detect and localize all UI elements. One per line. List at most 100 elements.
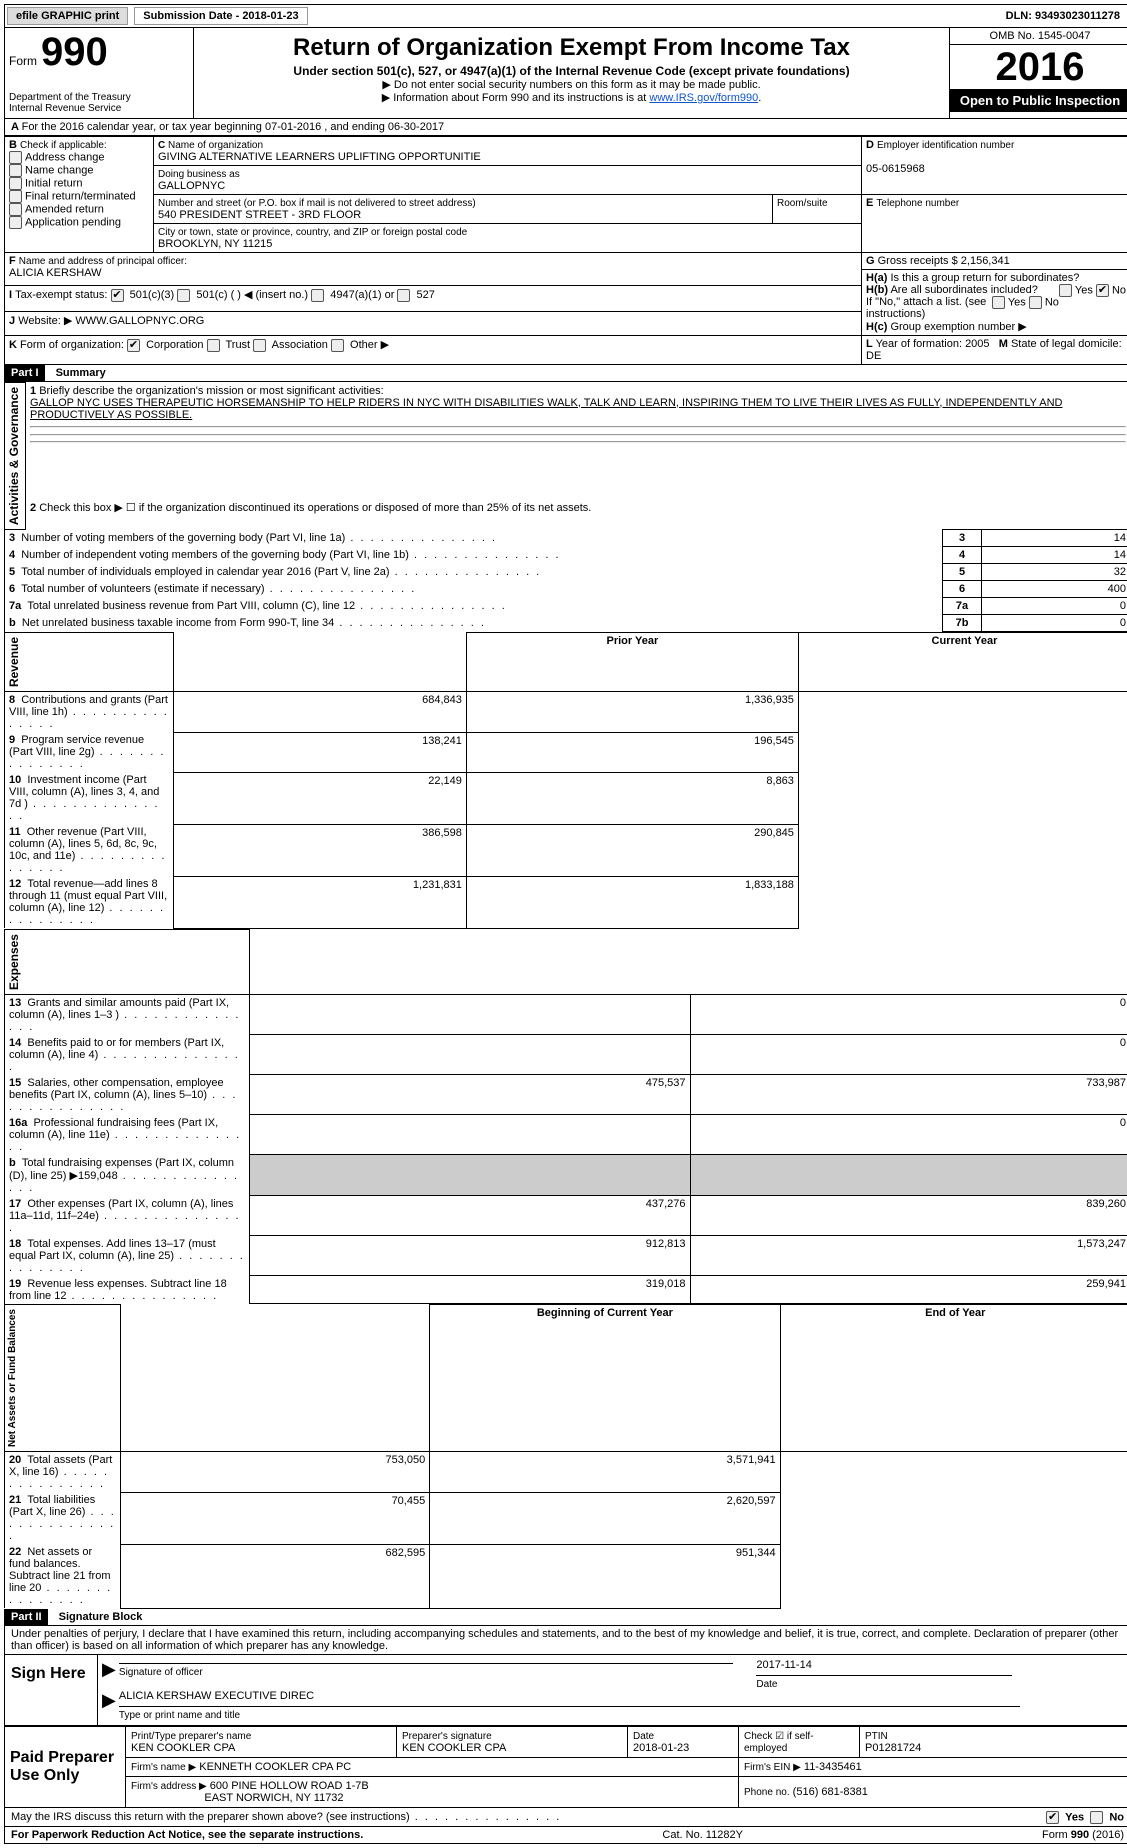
line-a: A For the 2016 calendar year, or tax yea… xyxy=(4,119,1127,136)
net-line-22: 22 Net assets or fund balances. Subtract… xyxy=(5,1544,1127,1608)
form-number: 990 xyxy=(41,32,108,72)
501c-checkbox[interactable] xyxy=(177,289,190,302)
discuss-yes-checkbox[interactable] xyxy=(1046,1811,1059,1824)
exp-line-13: 13 Grants and similar amounts paid (Part… xyxy=(5,994,1127,1035)
officer-name: ALICIA KERSHAW xyxy=(9,267,102,279)
omb-number: OMB No. 1545-0047 xyxy=(950,28,1127,45)
sig-date-label: Date xyxy=(756,1679,777,1690)
hb-note: If "No," attach a list. (see instruction… xyxy=(866,296,986,320)
irs-link[interactable]: www.IRS.gov/form990 xyxy=(649,92,758,104)
address-change-checkbox[interactable] xyxy=(9,151,22,164)
efile-print-button[interactable]: efile GRAPHIC print xyxy=(7,7,128,25)
gov-line-7a: 7a Total unrelated business revenue from… xyxy=(5,598,1127,615)
gov-line-5: 5 Total number of individuals employed i… xyxy=(5,564,1127,581)
tax-year-range: For the 2016 calendar year, or tax year … xyxy=(22,121,445,133)
city-label: City or town, state or province, country… xyxy=(158,227,467,238)
other-org-label: Other ▶ xyxy=(350,339,389,351)
form-org-label: Form of organization: xyxy=(20,339,124,351)
entity-info-table: B Check if applicable: Address change Na… xyxy=(4,136,1127,365)
officer-label: Name and address of principal officer: xyxy=(19,256,187,267)
corporation-label: Corporation xyxy=(146,339,203,351)
type-name-label: Type or print name and title xyxy=(119,1710,240,1721)
gov-line-3: 3 Number of voting members of the govern… xyxy=(5,530,1127,547)
501c3-label: 501(c)(3) xyxy=(130,289,175,301)
paid-preparer-label: Paid Preparer Use Only xyxy=(5,1726,126,1807)
hc-question: Group exemption number ▶ xyxy=(890,321,1026,333)
submission-date: Submission Date - 2018-01-23 xyxy=(134,7,307,25)
other-org-checkbox[interactable] xyxy=(331,339,344,352)
ptin-value: P01281724 xyxy=(865,1742,921,1754)
name-change-label: Name change xyxy=(25,164,94,176)
final-return-label: Final return/terminated xyxy=(25,190,136,202)
527-checkbox[interactable] xyxy=(397,289,410,302)
rev-line-11: 11 Other revenue (Part VIII, column (A),… xyxy=(5,824,1127,876)
part-i-label: Part I xyxy=(5,365,45,381)
firm-name: KENNETH COOKLER CPA PC xyxy=(199,1761,351,1773)
501c3-checkbox[interactable] xyxy=(111,289,124,302)
amended-return-checkbox[interactable] xyxy=(9,203,22,216)
association-checkbox[interactable] xyxy=(253,339,266,352)
discuss-yes-label: Yes xyxy=(1065,1811,1084,1823)
firm-ein: 11-3435461 xyxy=(804,1761,862,1773)
part-i-table: Activities & Governance 1 Briefly descri… xyxy=(4,382,1127,632)
application-pending-checkbox[interactable] xyxy=(9,216,22,229)
ha-no-checkbox[interactable] xyxy=(1096,284,1109,297)
net-line-21: 21 Total liabilities (Part X, line 26) 7… xyxy=(5,1492,1127,1544)
mission-label: Briefly describe the organization's miss… xyxy=(39,385,383,397)
boy-header: Beginning of Current Year xyxy=(430,1305,780,1452)
discuss-no-checkbox[interactable] xyxy=(1090,1811,1103,1824)
hb-no-checkbox[interactable] xyxy=(1029,296,1042,309)
domicile-value: DE xyxy=(866,350,881,362)
ptin-label: PTIN xyxy=(865,1731,888,1742)
ha-yes-checkbox[interactable] xyxy=(1059,284,1072,297)
rev-line-10: 10 Investment income (Part VIII, column … xyxy=(5,772,1127,824)
sign-here-label: Sign Here xyxy=(5,1655,98,1725)
form-title: Return of Organization Exempt From Incom… xyxy=(198,34,945,62)
irs-label: Internal Revenue Service xyxy=(9,103,189,114)
exp-line-16a: 16a Professional fundraising fees (Part … xyxy=(5,1115,1127,1155)
rev-line-9: 9 Program service revenue (Part VIII, li… xyxy=(5,732,1127,772)
formation-year: 2005 xyxy=(965,338,989,350)
tax-exempt-label: Tax-exempt status: xyxy=(15,289,107,301)
corporation-checkbox[interactable] xyxy=(127,339,140,352)
name-change-checkbox[interactable] xyxy=(9,164,22,177)
dept-treasury: Department of the Treasury xyxy=(9,92,189,103)
exp-line-15: 15 Salaries, other compensation, employe… xyxy=(5,1075,1127,1115)
firm-phone: (516) 681-8381 xyxy=(793,1786,868,1798)
form-subtitle: Under section 501(c), 527, or 4947(a)(1)… xyxy=(198,64,945,78)
gov-line-4: 4 Number of independent voting members o… xyxy=(5,547,1127,564)
domicile-label: State of legal domicile: xyxy=(1011,338,1122,350)
prior-year-header: Prior Year xyxy=(466,633,798,692)
arrow-icon: ▶ xyxy=(102,1659,116,1679)
eoy-header: End of Year xyxy=(780,1305,1127,1452)
4947-checkbox[interactable] xyxy=(311,289,324,302)
tax-year: 2016 xyxy=(950,45,1127,89)
signature-block: Sign Here ▶ Signature of officer 2017-11… xyxy=(4,1655,1127,1726)
firm-addr-label: Firm's address ▶ xyxy=(131,1781,207,1792)
mission-text: GALLOP NYC USES THERAPEUTIC HORSEMANSHIP… xyxy=(30,397,1062,421)
final-return-checkbox[interactable] xyxy=(9,190,22,203)
part-ii-header: Part II Signature Block xyxy=(4,1609,1127,1626)
part-i-name: Summary xyxy=(48,367,106,379)
trust-checkbox[interactable] xyxy=(207,339,220,352)
hb-yes-checkbox[interactable] xyxy=(992,296,1005,309)
pra-notice: For Paperwork Reduction Act Notice, see … xyxy=(11,1829,363,1841)
revenue-section-label: Revenue xyxy=(5,633,23,691)
sig-date-value: 2017-11-14 xyxy=(756,1659,811,1671)
prep-date-label: Date xyxy=(633,1731,654,1742)
initial-return-checkbox[interactable] xyxy=(9,177,22,190)
org-name: GIVING ALTERNATIVE LEARNERS UPLIFTING OP… xyxy=(158,151,481,163)
firm-ein-label: Firm's EIN ▶ xyxy=(744,1762,801,1773)
line-2-text: Check this box ▶ ☐ if the organization d… xyxy=(39,502,591,514)
expenses-table: Expenses 13 Grants and similar amounts p… xyxy=(4,929,1127,1305)
rev-line-8: 8 Contributions and grants (Part VIII, l… xyxy=(5,692,1127,733)
arrow-icon: ▶ xyxy=(102,1690,116,1710)
open-to-public: Open to Public Inspection xyxy=(950,89,1127,112)
phone-label: Telephone number xyxy=(876,198,959,209)
prep-date: 2018-01-23 xyxy=(633,1742,689,1754)
net-line-20: 20 Total assets (Part X, line 16) 753,05… xyxy=(5,1452,1127,1493)
gross-receipts-label: Gross receipts $ xyxy=(878,255,958,267)
hb-no-label: No xyxy=(1045,296,1059,308)
b-heading: Check if applicable: xyxy=(20,140,107,151)
exp-line-18: 18 Total expenses. Add lines 13–17 (must… xyxy=(5,1236,1127,1276)
